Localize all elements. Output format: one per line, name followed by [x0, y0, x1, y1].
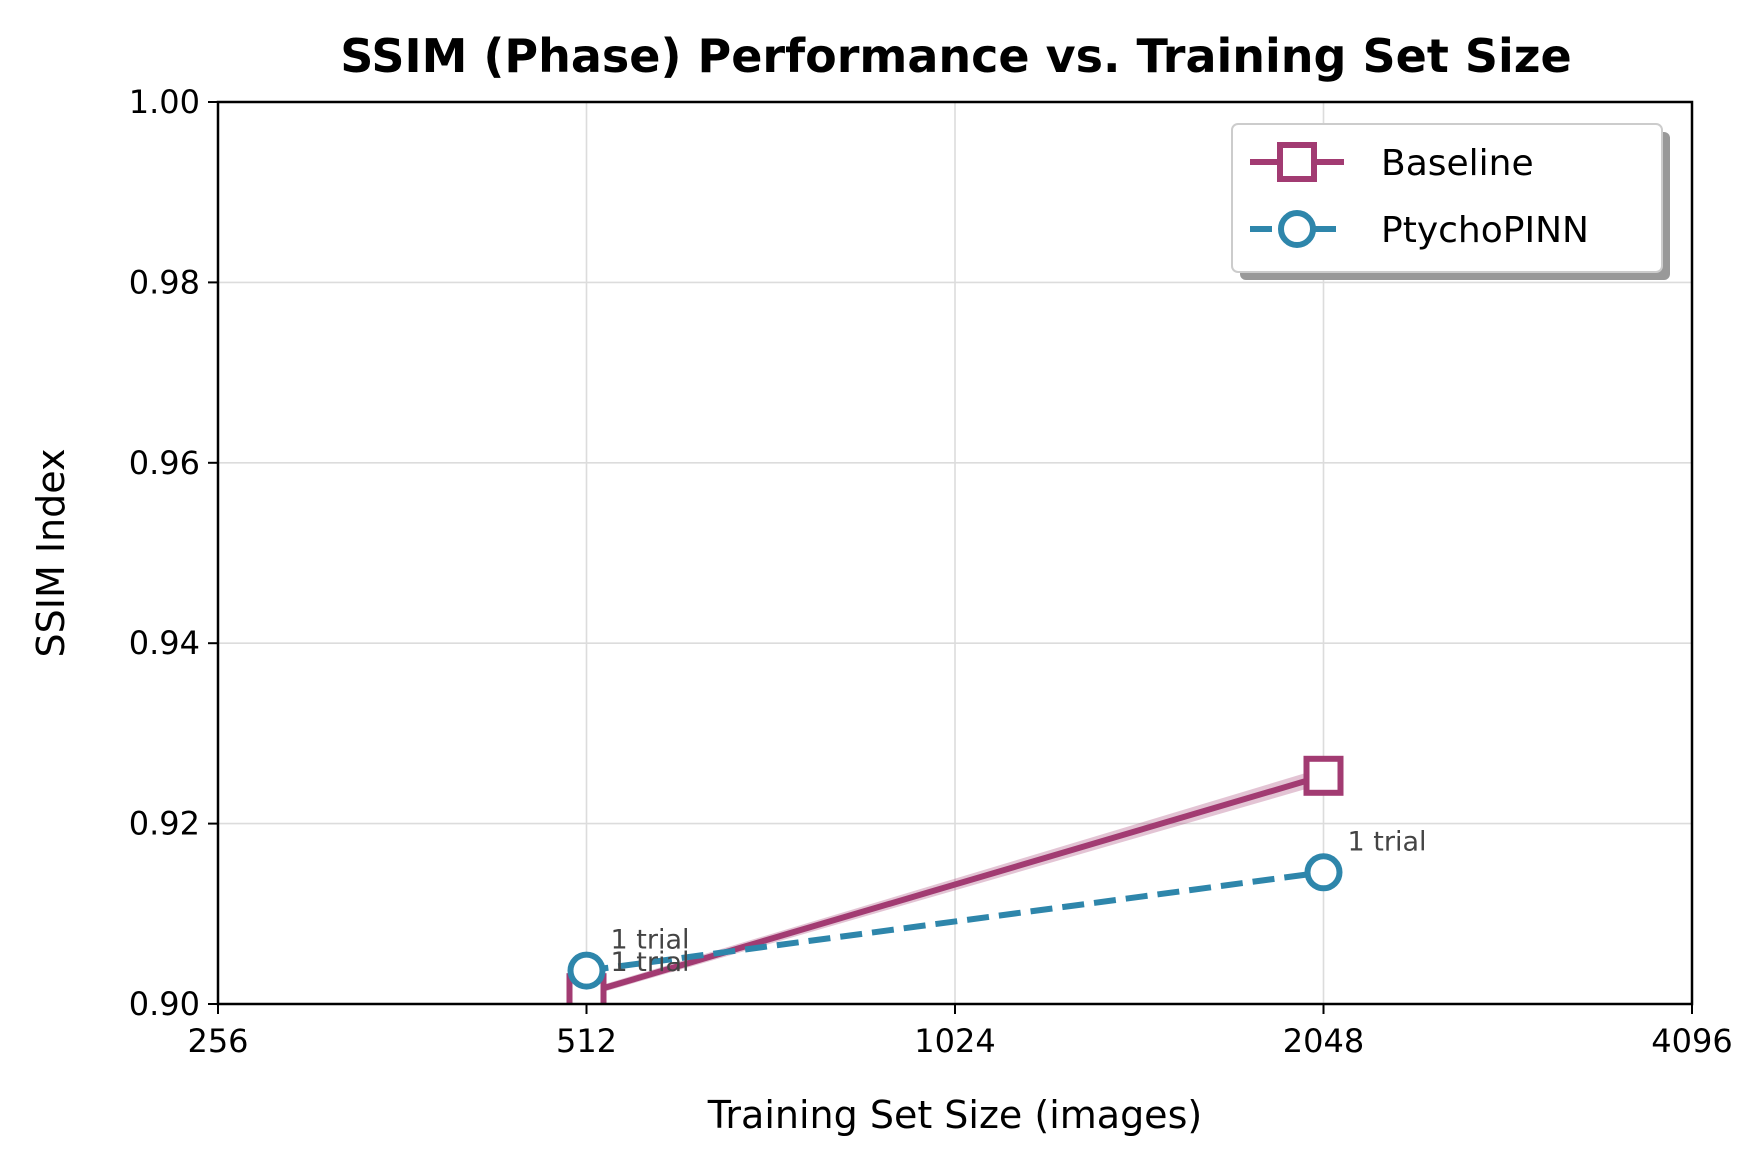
x-tick-label: 1024 [914, 1022, 995, 1060]
y-axis-label: SSIM Index [29, 449, 73, 658]
legend-entry-ptychopinn: PtychoPINN [1250, 210, 1589, 251]
ticks: 256 512 1024 2048 4096 0.90 0.92 0.94 0.96 0.98 1.… [129, 83, 1733, 1060]
x-axis-label: Training Set Size (images) [707, 1093, 1202, 1137]
x-tick-label: 4096 [1651, 1022, 1732, 1060]
y-tick-label: 1.00 [129, 83, 200, 121]
point-ptychopinn [1304, 853, 1343, 892]
legend-label-baseline: Baseline [1381, 143, 1534, 184]
series-ptychopinn [567, 853, 1343, 990]
legend-label-ptychopinn: PtychoPINN [1381, 210, 1589, 251]
plot-area [566, 755, 1344, 1004]
y-tick-label: 0.98 [129, 263, 200, 301]
annotation-ptychopinn: 1 trial [1348, 826, 1427, 857]
point-baseline [1303, 755, 1344, 796]
y-tick-label: 0.94 [129, 624, 200, 662]
legend-marker-baseline [1277, 142, 1317, 182]
x-tick-label: 512 [556, 1022, 617, 1060]
y-tick-label: 0.92 [129, 805, 200, 843]
legend-entry-baseline: Baseline [1250, 142, 1534, 184]
line-baseline [585, 772, 1325, 997]
line-ptychopinn [586, 869, 1324, 974]
y-tick-label: 0.90 [129, 985, 200, 1023]
legend: Baseline PtychoPINN [1231, 123, 1670, 280]
annotation-baseline: 1 trial [611, 947, 690, 978]
annotation-ptychopinn: 1 trial [611, 925, 690, 956]
x-tick-label: 256 [187, 1022, 248, 1060]
chart-title: SSIM (Phase) Performance vs. Training Se… [340, 29, 1571, 83]
x-tick-label: 2048 [1283, 1022, 1364, 1060]
y-tick-label: 0.96 [129, 444, 200, 482]
point-ptychopinn [567, 951, 606, 990]
legend-marker-ptychopinn [1278, 210, 1316, 248]
